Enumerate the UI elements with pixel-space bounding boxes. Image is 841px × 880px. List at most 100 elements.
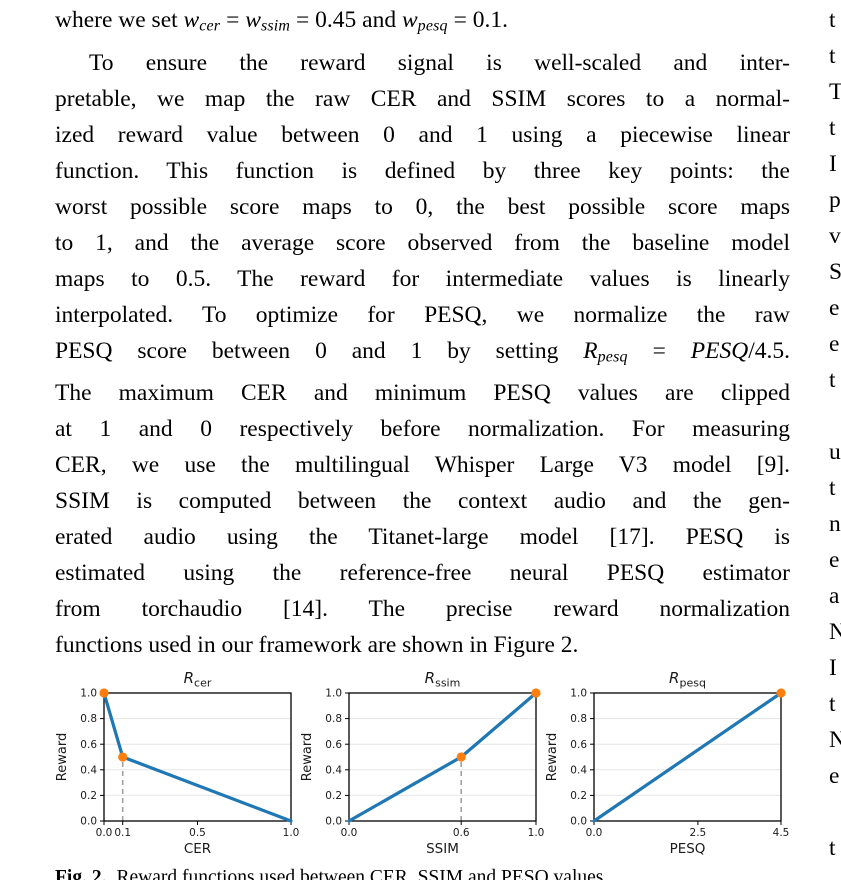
text-segment: CER, we use the multilingual Whisper Lar… xyxy=(55,452,790,478)
y-tick-label: 0.6 xyxy=(80,739,97,751)
chart-title: Rpesq xyxy=(669,669,706,690)
paragraph-line: interpolated. To optimize for PESQ, we n… xyxy=(55,297,790,333)
text-segment: maps to 0.5. The reward for intermediate… xyxy=(55,265,790,292)
text-segment: pretable, we map the raw CER and SSIM sc… xyxy=(55,85,790,112)
chart-canvas: 0.0 0.2 0.4 0.6 0.8 1.0 0.0 0.6 1.0 Rssim Reward SS… xyxy=(300,669,545,857)
anchor-point-marker xyxy=(776,688,786,698)
y-axis-label: Reward xyxy=(300,733,315,781)
reward-chart-pesq: 0.0 0.2 0.4 0.6 0.8 1.0 0.0 2.5 4.5 Rpesq Reward PE… xyxy=(545,669,790,861)
clipped-text-fragment: T xyxy=(829,79,841,105)
text-segment: at 1 and 0 respectively before normaliza… xyxy=(55,416,790,442)
paragraph-line: pretable, we map the raw CER and SSIM sc… xyxy=(55,81,790,117)
figure-caption: Fig. 2. Reward functions used between CER… xyxy=(55,865,790,880)
x-tick-label: 0.0 xyxy=(96,827,113,839)
text-segment: = xyxy=(627,337,691,364)
clipped-text-fragment: t xyxy=(829,115,836,141)
clipped-text-fragment: e xyxy=(829,331,840,357)
x-axis-label: PESQ xyxy=(670,841,706,857)
clipped-text-fragment: t xyxy=(829,835,836,861)
clipped-text-fragment: I xyxy=(829,151,837,177)
clipped-text-fragment: a xyxy=(829,583,840,609)
y-tick-label: 0.0 xyxy=(570,816,587,828)
y-tick-label: 1.0 xyxy=(570,688,587,700)
paragraph-line: PESQ score between 0 and 1 by setting Rp… xyxy=(55,333,790,376)
text-segment: To ensure the reward signal is well-scal… xyxy=(89,49,790,76)
math-segment: w xyxy=(245,7,261,33)
y-tick-label: 0.4 xyxy=(325,764,342,776)
y-tick-label: 0.4 xyxy=(570,764,587,776)
math-segment: pesq xyxy=(597,348,628,365)
clipped-text-fragment: n xyxy=(829,511,841,537)
y-axis-label: Reward xyxy=(55,733,70,781)
paragraph-line: estimated using the reference-free neura… xyxy=(55,555,790,591)
y-tick-label: 0.2 xyxy=(570,790,587,802)
x-tick-label: 0.1 xyxy=(114,827,131,839)
figure-caption-label: Fig. 2. xyxy=(55,867,107,880)
chart-title: Rcer xyxy=(184,669,212,690)
y-tick-label: 1.0 xyxy=(325,688,342,700)
text-segment: erated audio using the Titanet-large mod… xyxy=(55,524,790,550)
clipped-text-fragment: I xyxy=(829,655,837,681)
x-tick-label: 1.0 xyxy=(528,827,545,839)
anchor-point-marker xyxy=(118,752,128,762)
text-segment: = xyxy=(220,7,246,33)
y-tick-label: 0.0 xyxy=(325,816,342,828)
paragraph-line: to 1, and the average score observed fro… xyxy=(55,225,790,261)
x-tick-label: 2.5 xyxy=(690,827,707,839)
x-tick-label: 0.0 xyxy=(586,827,603,839)
x-axis-label: CER xyxy=(184,841,211,857)
text-segment: interpolated. To optimize for PESQ, we n… xyxy=(55,301,790,328)
reward-chart-cer: 0.0 0.2 0.4 0.6 0.8 1.0 0.0 0.1 0.5 1.0 Rcer Reward… xyxy=(55,669,300,861)
paragraph-line: where we set wcer = wssim = 0.45 and wpe… xyxy=(55,2,790,45)
math-segment: PESQ xyxy=(690,337,749,364)
text-segment: where we set xyxy=(55,7,184,33)
clipped-text-fragment: p xyxy=(829,187,841,213)
paragraph-line: function. This function is defined by th… xyxy=(55,153,790,189)
y-axis-label: Reward xyxy=(545,733,560,781)
y-tick-label: 1.0 xyxy=(80,688,97,700)
text-segment: PESQ score between 0 and 1 by setting xyxy=(55,337,584,364)
paragraph-line: from torchaudio [14]. The precise reward… xyxy=(55,591,790,627)
clipped-text-fragment: t xyxy=(829,691,836,717)
text-segment: worst possible score maps to 0, the best… xyxy=(55,193,790,220)
y-tick-label: 0.8 xyxy=(570,713,587,725)
clipped-text-fragment xyxy=(829,794,841,830)
clipped-text-fragment: e xyxy=(829,295,840,321)
paragraph-line: To ensure the reward signal is well-scal… xyxy=(55,45,790,81)
paragraph-line: CER, we use the multilingual Whisper Lar… xyxy=(55,447,790,483)
text-segment: /4.5. xyxy=(748,337,790,364)
y-tick-label: 0.8 xyxy=(80,713,97,725)
figure-2: 0.0 0.2 0.4 0.6 0.8 1.0 0.0 0.1 0.5 1.0 Rcer Reward… xyxy=(55,669,790,880)
clipped-text-fragment: t xyxy=(829,475,836,501)
x-axis-label: SSIM xyxy=(426,841,459,857)
math-segment: cer xyxy=(199,17,221,35)
clipped-text-fragment: u xyxy=(829,439,841,465)
body-paragraph: To ensure the reward signal is well-scal… xyxy=(55,45,790,664)
paragraph-line: ized reward value between 0 and 1 using … xyxy=(55,117,790,153)
text-segment: SSIM is computed between the context aud… xyxy=(55,488,790,514)
math-segment: w xyxy=(183,7,200,33)
clipped-text-fragment: t xyxy=(829,367,836,393)
y-tick-label: 0.0 xyxy=(80,816,97,828)
chart-canvas: 0.00.20.40.60.81.00.0 0.1 0.5 1.0RcerReward… xyxy=(55,669,300,857)
clipped-text-fragment: e xyxy=(829,547,840,573)
text-segment: = 0.45 and xyxy=(290,7,402,33)
clipped-text-fragment: S xyxy=(829,259,841,285)
clipped-text-fragment xyxy=(829,398,841,434)
clipped-text-fragment: v xyxy=(829,223,841,249)
x-tick-label: 1.0 xyxy=(283,827,300,839)
x-tick-label: 0.0 xyxy=(341,827,358,839)
paragraph-line: worst possible score maps to 0, the best… xyxy=(55,189,790,225)
text-segment: ized reward value between 0 and 1 using … xyxy=(55,121,790,148)
charts-row: 0.0 0.2 0.4 0.6 0.8 1.0 0.0 0.1 0.5 1.0 Rcer Reward… xyxy=(55,669,790,861)
text-segment: to 1, and the average score observed fro… xyxy=(55,229,790,256)
anchor-point-marker xyxy=(456,752,466,762)
text-segment: from torchaudio [14]. The precise reward… xyxy=(55,596,790,622)
clipped-text-fragment: t xyxy=(829,43,836,69)
y-tick-label: 0.4 xyxy=(80,764,97,776)
y-tick-label: 0.6 xyxy=(325,739,342,751)
clipped-text-fragment: N xyxy=(829,619,841,645)
paragraph-line: at 1 and 0 respectively before normaliza… xyxy=(55,411,790,447)
paragraph-line: erated audio using the Titanet-large mod… xyxy=(55,519,790,555)
